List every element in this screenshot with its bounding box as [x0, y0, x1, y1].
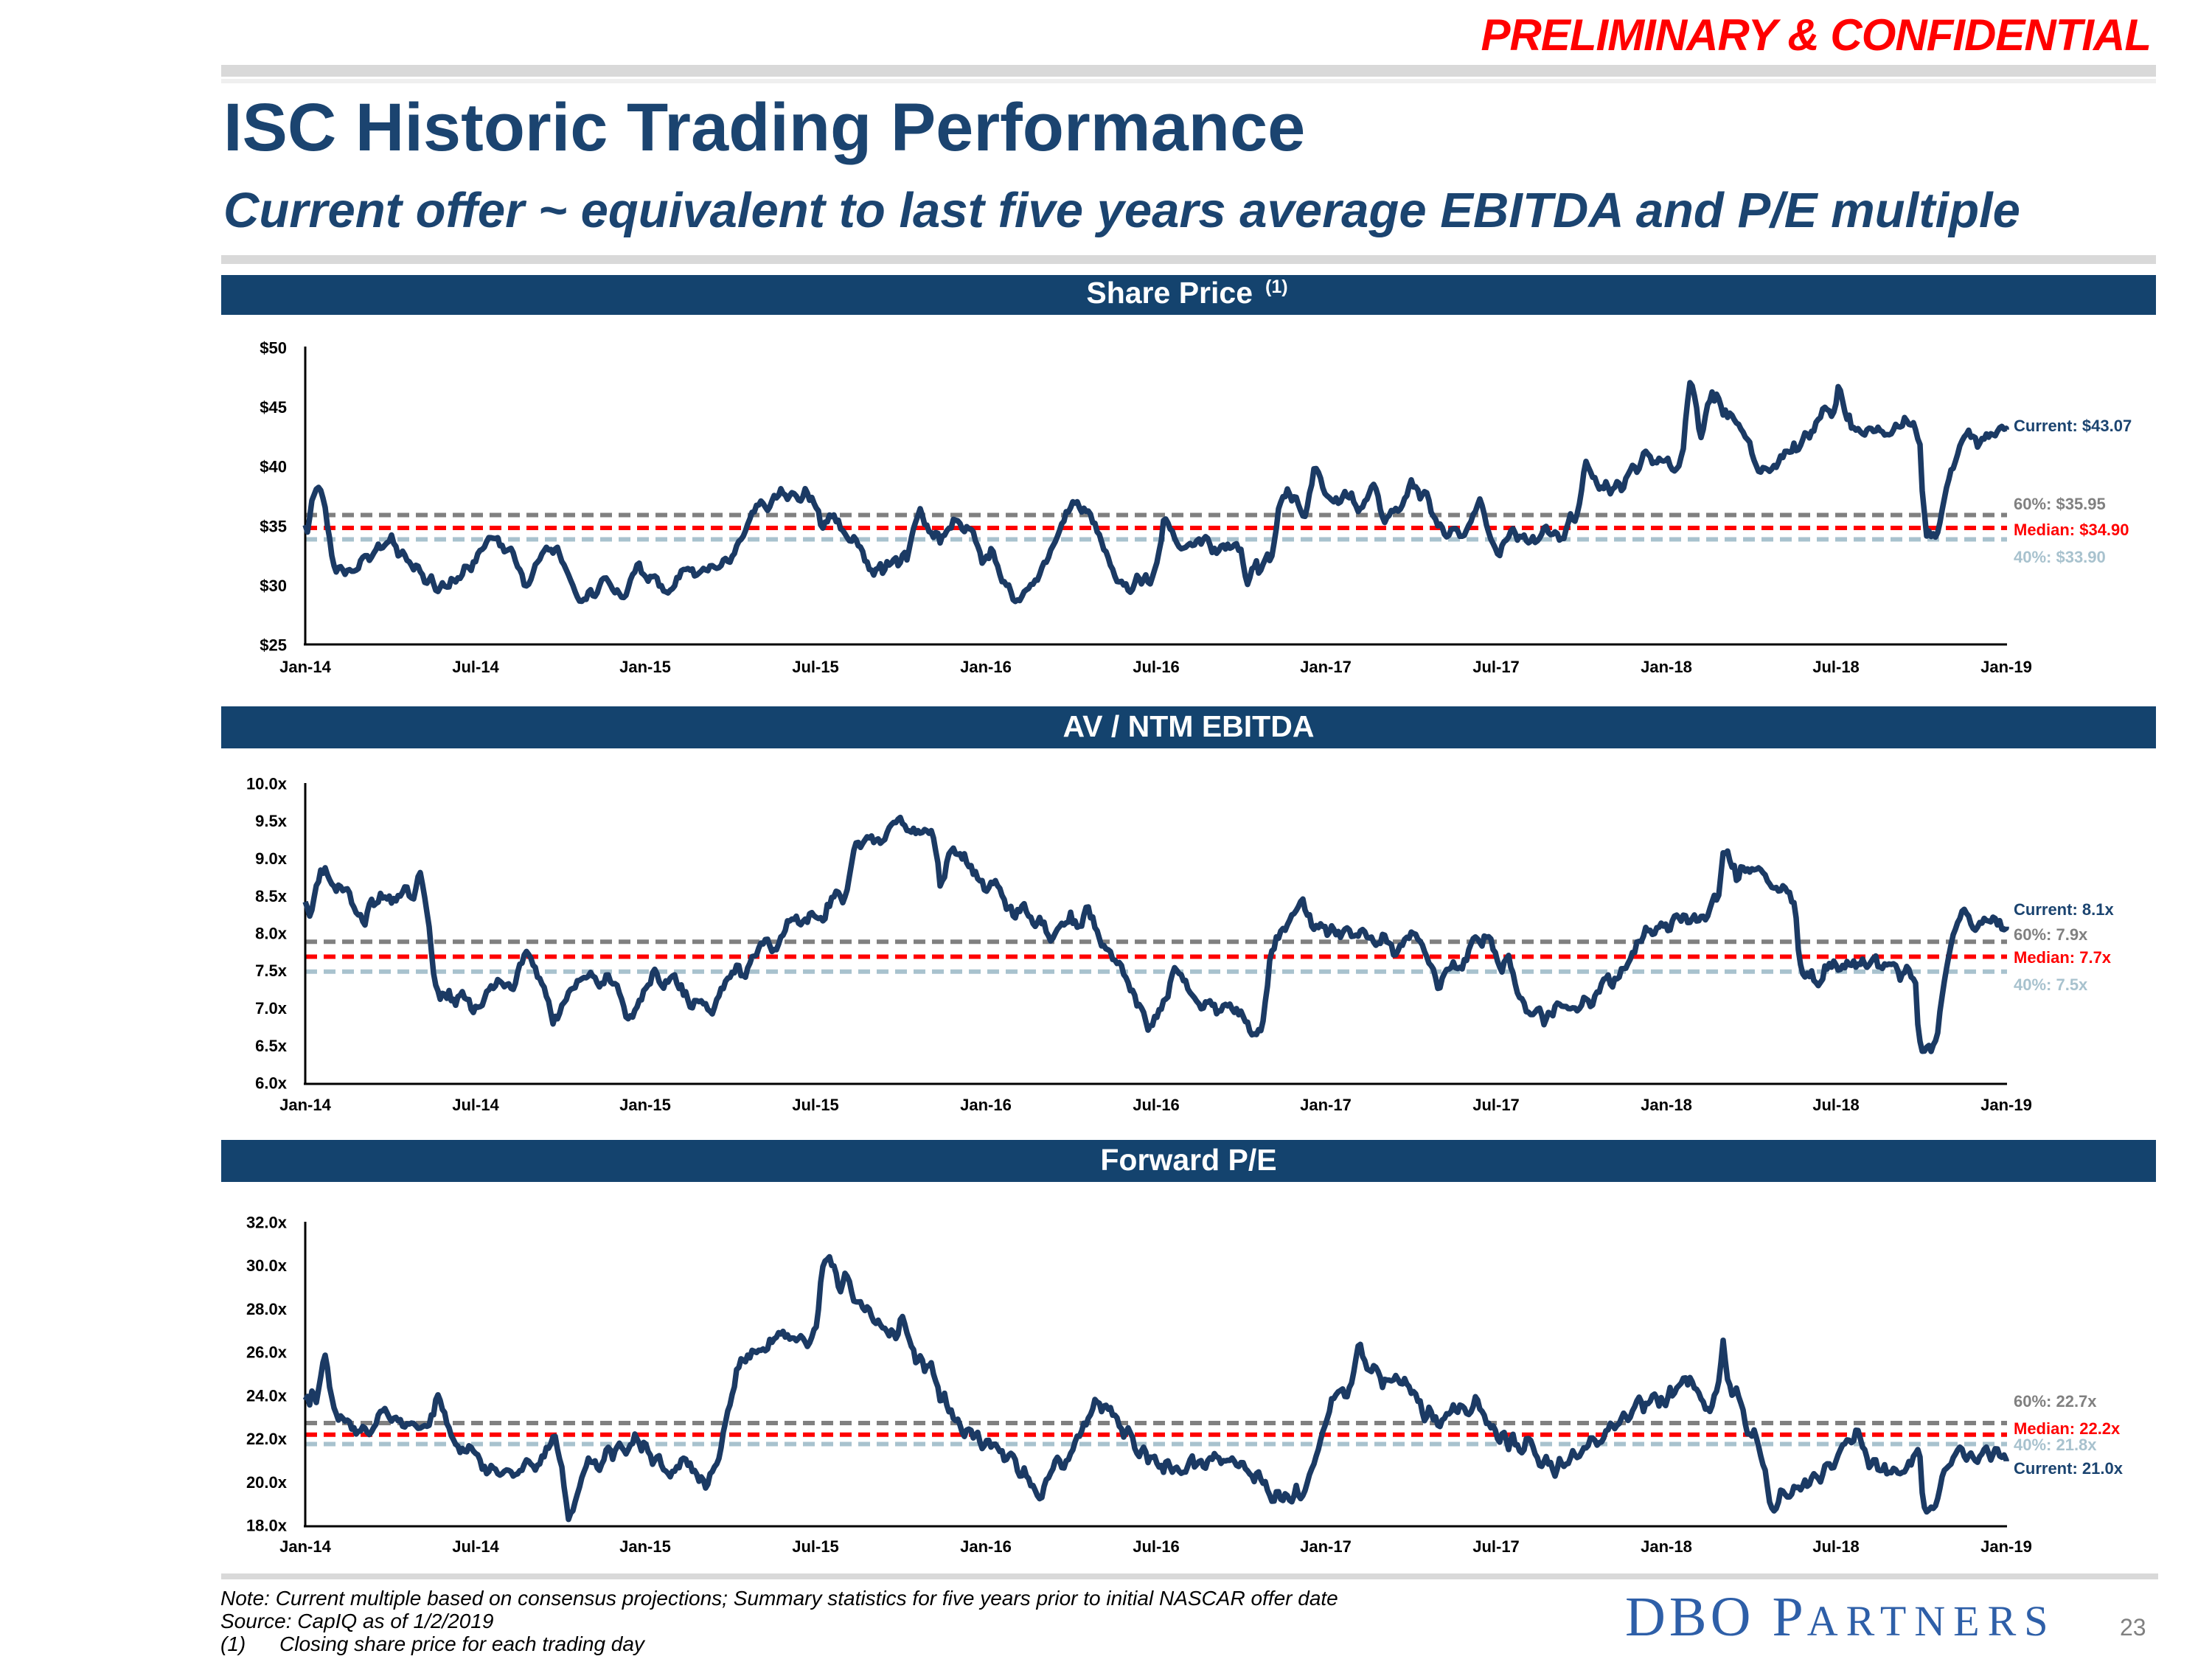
svg-text:Forward P/E: Forward P/E	[1100, 1143, 1276, 1177]
svg-text:Current: 21.0x: Current: 21.0x	[2014, 1459, 2124, 1478]
svg-text:Share Price: Share Price	[1086, 276, 1253, 310]
svg-text:60%: 7.9x: 60%: 7.9x	[2014, 925, 2088, 944]
svg-text:6.5x: 6.5x	[255, 1037, 288, 1055]
svg-text:Jan-18: Jan-18	[1641, 1537, 1692, 1556]
svg-text:10.0x: 10.0x	[246, 775, 288, 793]
svg-text:Jul-16: Jul-16	[1133, 658, 1180, 676]
svg-text:$30: $30	[260, 577, 287, 595]
svg-text:Jul-17: Jul-17	[1472, 1537, 1520, 1556]
svg-text:24.0x: 24.0x	[246, 1386, 288, 1405]
svg-text:Jan-15: Jan-15	[619, 658, 671, 676]
svg-text:Jul-15: Jul-15	[792, 1096, 839, 1114]
svg-text:Median: 7.7x: Median: 7.7x	[2014, 948, 2112, 967]
svg-text:40%: $33.90: 40%: $33.90	[2014, 548, 2106, 566]
svg-text:$35: $35	[260, 517, 287, 535]
svg-text:7.5x: 7.5x	[255, 961, 288, 980]
svg-text:9.0x: 9.0x	[255, 849, 288, 868]
svg-text:60%: $35.95: 60%: $35.95	[2014, 495, 2106, 513]
svg-text:Median: 22.2x: Median: 22.2x	[2014, 1419, 2121, 1438]
svg-text:Jan-14: Jan-14	[279, 1537, 331, 1556]
svg-text:60%: 22.7x: 60%: 22.7x	[2014, 1392, 2097, 1411]
svg-text:$40: $40	[260, 458, 287, 476]
svg-text:Jul-14: Jul-14	[452, 1537, 499, 1556]
svg-text:Jan-18: Jan-18	[1641, 658, 1692, 676]
svg-text:Jul-16: Jul-16	[1133, 1096, 1180, 1114]
svg-text:Jan-16: Jan-16	[960, 1096, 1012, 1114]
svg-text:Jan-17: Jan-17	[1300, 1096, 1352, 1114]
svg-text:Jan-15: Jan-15	[619, 1096, 671, 1114]
svg-text:7.0x: 7.0x	[255, 999, 288, 1018]
svg-text:Closing share price for each t: Closing share price for each trading day	[279, 1632, 646, 1655]
svg-text:Jul-18: Jul-18	[1812, 1096, 1860, 1114]
svg-text:Note: Current multiple based o: Note: Current multiple based on consensu…	[220, 1587, 1338, 1610]
svg-text:Jan-18: Jan-18	[1641, 1096, 1692, 1114]
svg-text:26.0x: 26.0x	[246, 1343, 288, 1362]
svg-text:Jul-18: Jul-18	[1812, 1537, 1860, 1556]
svg-text:Jan-17: Jan-17	[1300, 1537, 1352, 1556]
svg-text:20.0x: 20.0x	[246, 1473, 288, 1492]
svg-text:32.0x: 32.0x	[246, 1214, 288, 1232]
svg-text:8.0x: 8.0x	[255, 925, 288, 943]
svg-text:Current offer ~ equivalent to: Current offer ~ equivalent to last five …	[223, 183, 2020, 238]
svg-text:$50: $50	[260, 339, 287, 358]
svg-text:23: 23	[2120, 1614, 2146, 1641]
svg-text:Jan-19: Jan-19	[1980, 1537, 2032, 1556]
svg-text:Jul-14: Jul-14	[452, 658, 499, 676]
svg-text:Jan-19: Jan-19	[1980, 658, 2032, 676]
svg-text:18.0x: 18.0x	[246, 1517, 288, 1535]
svg-text:Jul-15: Jul-15	[792, 1537, 839, 1556]
svg-text:Jan-19: Jan-19	[1980, 1096, 2032, 1114]
svg-text:Source: CapIQ as of 1/2/2019: Source: CapIQ as of 1/2/2019	[220, 1610, 493, 1632]
svg-text:Median: $34.90: Median: $34.90	[2014, 521, 2129, 539]
svg-text:Jan-14: Jan-14	[279, 658, 331, 676]
svg-text:Jan-15: Jan-15	[619, 1537, 671, 1556]
svg-text:28.0x: 28.0x	[246, 1300, 288, 1318]
svg-text:$45: $45	[260, 398, 287, 417]
svg-text:30.0x: 30.0x	[246, 1256, 288, 1275]
svg-text:Current: 8.1x: Current: 8.1x	[2014, 900, 2114, 919]
svg-text:40%: 7.5x: 40%: 7.5x	[2014, 975, 2088, 994]
svg-text:Jan-16: Jan-16	[960, 1537, 1012, 1556]
svg-text:Jul-16: Jul-16	[1133, 1537, 1180, 1556]
svg-text:AV / NTM EBITDA: AV / NTM EBITDA	[1063, 709, 1315, 743]
svg-text:(1): (1)	[1265, 276, 1288, 297]
svg-text:Jul-17: Jul-17	[1472, 658, 1520, 676]
svg-text:Jan-14: Jan-14	[279, 1096, 331, 1114]
svg-text:40%: 21.8x: 40%: 21.8x	[2014, 1436, 2097, 1454]
svg-text:Jul-15: Jul-15	[792, 658, 839, 676]
svg-text:22.0x: 22.0x	[246, 1430, 288, 1448]
svg-text:Current: $43.07: Current: $43.07	[2014, 417, 2132, 435]
svg-text:Jul-14: Jul-14	[452, 1096, 499, 1114]
svg-text:Jul-17: Jul-17	[1472, 1096, 1520, 1114]
svg-text:PRELIMINARY & CONFIDENTIAL: PRELIMINARY & CONFIDENTIAL	[1481, 10, 2151, 60]
svg-text:6.0x: 6.0x	[255, 1074, 288, 1093]
svg-text:$25: $25	[260, 636, 287, 655]
svg-text:Jan-17: Jan-17	[1300, 658, 1352, 676]
svg-text:(1): (1)	[220, 1632, 246, 1655]
svg-text:8.5x: 8.5x	[255, 887, 288, 905]
svg-text:ISC Historic Trading Performan: ISC Historic Trading Performance	[223, 90, 1305, 165]
svg-text:Jan-16: Jan-16	[960, 658, 1012, 676]
svg-text:Jul-18: Jul-18	[1812, 658, 1860, 676]
svg-text:9.5x: 9.5x	[255, 812, 288, 830]
